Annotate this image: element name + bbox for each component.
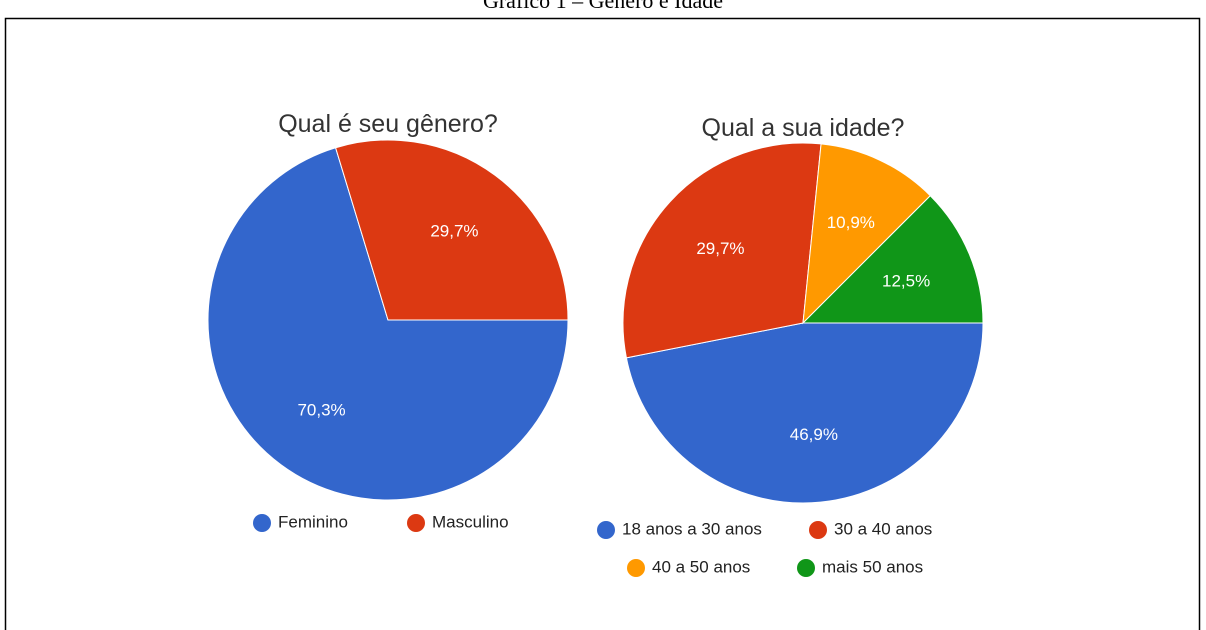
frame xyxy=(4,17,1201,630)
value-label: 70,3% xyxy=(297,401,345,420)
pie-slice xyxy=(207,147,569,501)
pie-slice xyxy=(801,195,984,324)
value-label: 29,7% xyxy=(696,239,744,258)
value-label: 10,9% xyxy=(827,213,875,232)
legend-swatch xyxy=(627,559,645,577)
legend-label: Masculino xyxy=(432,512,509,531)
legend-label: 40 a 50 anos xyxy=(652,557,750,576)
value-label: 12,5% xyxy=(882,271,930,290)
pie-slice xyxy=(625,322,984,504)
pie-slice xyxy=(802,143,931,325)
legend-label: 18 anos a 30 anos xyxy=(622,519,762,538)
legend-label: mais 50 anos xyxy=(822,557,923,576)
legend-label: Feminino xyxy=(278,512,348,531)
legend-swatch xyxy=(809,521,827,539)
pie-slice xyxy=(622,142,822,359)
legend-swatch xyxy=(797,559,815,577)
value-label: 46,9% xyxy=(790,425,838,444)
chart-title: Qual é seu gênero? xyxy=(278,110,498,138)
legend-label: 30 a 40 anos xyxy=(834,519,932,538)
value-label: 29,7% xyxy=(430,221,478,240)
legend-swatch xyxy=(253,514,271,532)
chart-title: Qual a sua idade? xyxy=(702,114,905,142)
caption: Gráfico 1 – Gênero e Idade xyxy=(483,0,723,13)
pie-slice xyxy=(334,139,569,321)
legend-swatch xyxy=(407,514,425,532)
legend-swatch xyxy=(597,521,615,539)
